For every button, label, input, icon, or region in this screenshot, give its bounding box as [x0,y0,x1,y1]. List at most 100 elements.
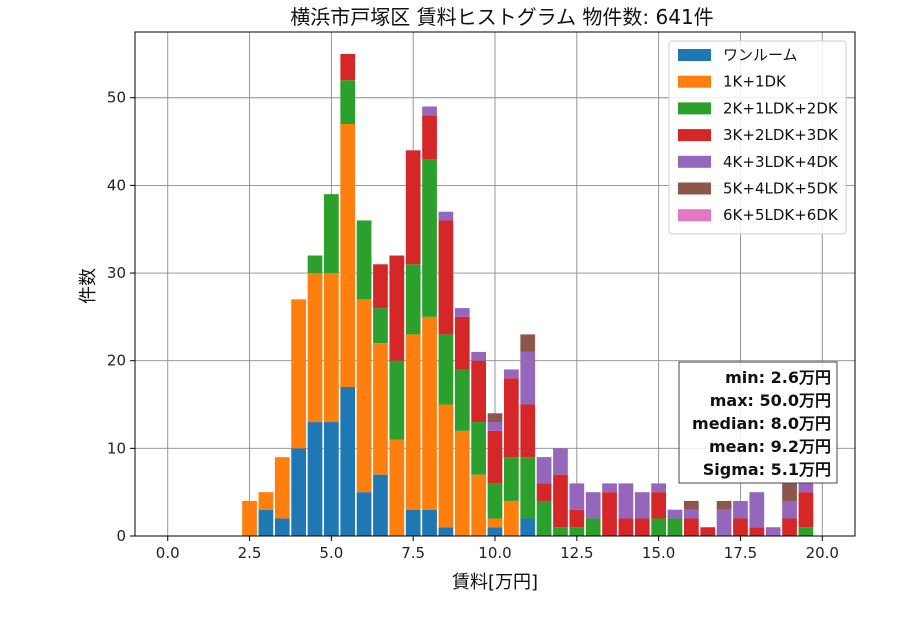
x-tick-label: 5.0 [319,544,343,562]
x-tick-label: 20.0 [806,544,839,562]
bar-segment [487,483,503,519]
stats-line: min: 2.6万円 [725,368,831,387]
bar-segment [471,360,486,423]
bar-segment [569,527,585,536]
bar-segment [340,80,356,125]
bar-segment [405,264,421,335]
bar-segment [307,255,323,274]
bar-segment [487,518,503,528]
bar-segment [765,527,781,536]
bar-segment [405,150,421,265]
y-tick-label: 30 [107,264,126,282]
legend-swatch [678,129,711,142]
bar-segment [520,334,536,352]
bar-segment [684,500,699,510]
legend-label: 4K+3LDK+4DK [723,153,839,171]
bar-segment [356,492,372,536]
y-tick-label: 40 [107,176,126,194]
bar-segment [684,518,699,536]
bar-segment [438,527,454,536]
bar-segment [618,518,634,536]
bar-segment [553,448,568,475]
bar-segment [716,509,732,536]
bar-segment [373,308,388,344]
legend-label: 1K+1DK [723,73,787,91]
legend: ワンルーム 1K+1DK 2K+1LDK+2DK 3K+2LDK+3DK 4K+3LDK… [668,40,847,235]
legend-label: 3K+2LDK+3DK [723,126,839,144]
bar-segment [258,492,274,510]
bar-segment [324,422,339,536]
bar-segment [324,194,339,274]
bar-segment [422,159,437,317]
bar-segment [487,422,503,431]
bar-segment [553,527,568,536]
bar-segment [520,351,536,405]
x-tick-label: 17.5 [724,544,757,562]
bar-segment [438,211,454,221]
legend-swatch [678,209,711,222]
bar-segment [782,518,797,536]
legend-frame [668,40,847,235]
bar-segment [504,457,519,501]
bar-segment [618,483,634,519]
legend-swatch [678,102,711,115]
bar-segment [389,439,405,536]
bar-segment [585,492,601,519]
bar-segment [373,474,388,536]
bar-segment [454,308,470,317]
legend-label: ワンルーム [723,46,798,64]
bar-segment [454,430,470,536]
bar-segment [536,500,552,536]
y-tick-label: 10 [107,439,126,457]
bar-segment [340,53,356,81]
bar-segment [667,518,683,536]
bar-segment [569,483,585,510]
bar-segment [324,273,339,423]
bar-segment [356,299,372,493]
x-tick-label: 7.5 [401,544,425,562]
x-tick-label: 12.5 [560,544,593,562]
bar-segment [405,509,421,536]
stats-line: max: 50.0万円 [710,391,831,410]
bar-segment [340,124,356,387]
bar-segment [536,483,552,501]
bar-segment [716,500,732,510]
legend-swatch [678,155,711,168]
bar-segment [422,106,437,116]
legend-label: 2K+1LDK+2DK [723,99,839,117]
bar-segment [422,509,437,536]
bar-segment [373,343,388,475]
legend-swatch [678,75,711,88]
stats-line: median: 8.0万円 [692,414,831,433]
bar-segment [389,360,405,440]
bar-segment [487,527,503,536]
bar-segment [504,500,519,536]
bar-segment [651,518,666,536]
bar-segment [782,500,797,519]
x-tick-label: 15.0 [642,544,675,562]
legend-swatch [678,182,711,195]
bar-segment [274,518,290,536]
bar-segment [553,474,568,528]
bar-segment [471,474,486,536]
bar-segment [307,422,323,536]
bar-segment [651,483,666,493]
bar-segment [651,492,666,519]
bar-segment [242,500,257,536]
bar-segment [438,220,454,335]
y-tick-label: 20 [107,352,126,370]
bar-segment [291,299,306,449]
bar-segment [487,413,503,423]
y-tick-label: 50 [107,89,126,107]
bar-segment [569,509,585,528]
bar-segment [422,115,437,160]
bar-segment [405,334,421,510]
bar-segment [602,483,617,493]
bar-segment [454,369,470,431]
bar-segment [504,378,519,458]
bar-segment [520,404,536,458]
bar-segment [520,518,536,536]
bar-segment [749,527,765,536]
bar-segment [438,334,454,405]
